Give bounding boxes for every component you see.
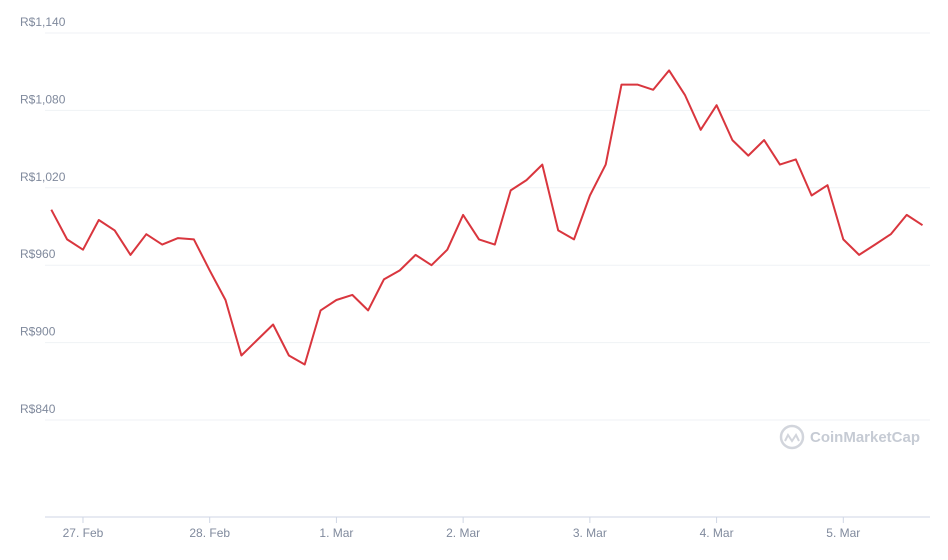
y-tick-label: R$1,020 [20,170,66,184]
y-tick-label: R$960 [20,247,56,261]
x-tick-label: 2. Mar [446,526,480,540]
x-tick-label: 3. Mar [573,526,607,540]
x-tick-label: 5. Mar [826,526,860,540]
x-tick-label: 1. Mar [319,526,353,540]
x-tick-label: 4. Mar [700,526,734,540]
y-tick-label: R$1,140 [20,15,66,29]
y-tick-label: R$900 [20,325,56,339]
price-line [50,69,924,366]
watermark: CoinMarketCap [810,429,920,446]
x-tick-label: 27. Feb [63,526,104,540]
x-tick-label: 28. Feb [189,526,230,540]
watermark-logo [779,424,805,450]
y-tick-label: R$1,080 [20,92,66,106]
y-tick-label: R$840 [20,402,56,416]
